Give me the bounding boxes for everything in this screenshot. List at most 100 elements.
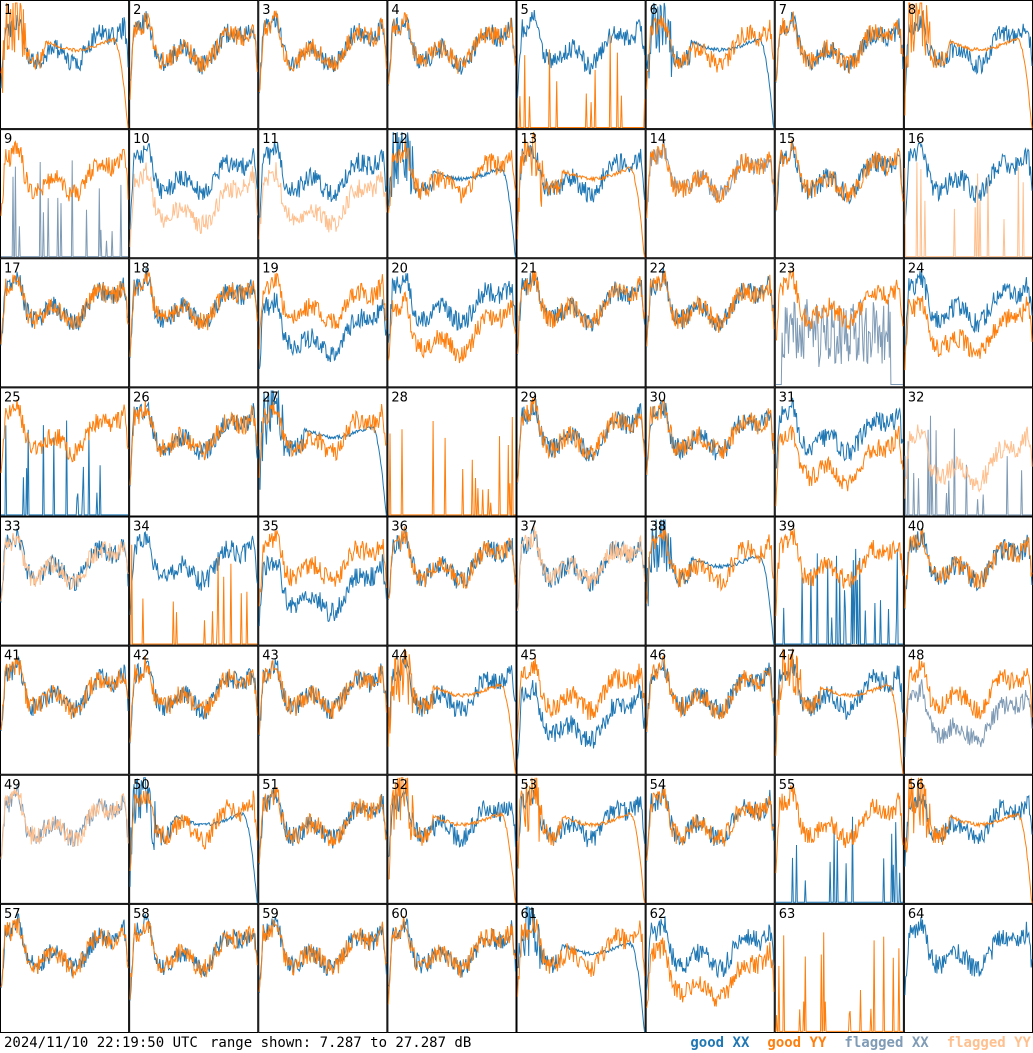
panel-8: 8 <box>903 0 1033 130</box>
panel-frame <box>129 774 259 904</box>
panel-label: 26 <box>133 390 150 405</box>
series-goodYY <box>0 399 129 473</box>
panel-frame <box>516 0 646 130</box>
panel-label: 52 <box>391 778 408 793</box>
panel-7: 7 <box>774 0 904 130</box>
panel-label: 14 <box>650 132 667 147</box>
panel-58: 58 <box>129 903 259 1033</box>
series-goodXX <box>387 786 516 858</box>
series-goodYY <box>517 131 646 258</box>
panel-label: 59 <box>262 907 279 922</box>
panel-30: 30 <box>645 387 775 517</box>
panel-37: 37 <box>516 516 646 646</box>
panel-frame <box>0 129 130 259</box>
series-goodYY <box>129 920 258 1000</box>
series-goodYY <box>388 777 516 903</box>
panel-label: 56 <box>908 778 925 793</box>
series-goodYY <box>775 424 904 507</box>
panel-label: 37 <box>521 520 538 535</box>
panel-label: 31 <box>779 390 796 405</box>
panel-29: 29 <box>516 387 646 517</box>
series-goodYY <box>646 399 775 476</box>
series-goodYY <box>129 269 258 357</box>
panel-frame <box>903 129 1033 259</box>
panel-frame <box>129 516 259 646</box>
panel-26: 26 <box>129 387 259 517</box>
series-goodXX <box>129 143 258 230</box>
series-goodYY <box>904 2 1033 129</box>
panel-label: 3 <box>262 3 270 18</box>
panel-frame <box>387 387 517 517</box>
panel-39: 39 <box>774 516 904 646</box>
series-goodYY <box>129 401 258 486</box>
series-goodYY <box>775 528 904 617</box>
panel-label: 49 <box>4 778 21 793</box>
panel-label: 15 <box>779 132 796 147</box>
series-goodXX <box>517 9 646 99</box>
panel-53: 53 <box>516 774 646 904</box>
panel-label: 43 <box>262 649 279 664</box>
panel-label: 24 <box>908 261 925 276</box>
panel-label: 45 <box>521 649 538 664</box>
panel-60: 60 <box>387 903 517 1033</box>
legend-entry-goodXX: good XX <box>690 1035 750 1051</box>
panel-56: 56 <box>903 774 1033 904</box>
series-goodYY <box>517 917 646 997</box>
panel-label: 30 <box>650 390 667 405</box>
panel-label: 29 <box>521 390 538 405</box>
series-flaggedXX <box>775 298 903 385</box>
panel-frame <box>774 903 904 1033</box>
panel-10: 10 <box>129 129 259 259</box>
series-goodYY <box>646 528 775 604</box>
panel-label: 13 <box>521 132 538 147</box>
panel-3: 3 <box>258 0 388 130</box>
panel-27: 27 <box>258 387 388 517</box>
panel-50: 50 <box>129 774 259 904</box>
legend-entry-flaggedYY: flagged YY <box>946 1035 1031 1051</box>
panel-frame <box>645 903 775 1033</box>
legend: good XX good YY flagged XX flagged YY <box>690 1035 1031 1051</box>
series-goodYY <box>0 2 129 129</box>
series-goodYY <box>258 919 387 992</box>
panel-31: 31 <box>774 387 904 517</box>
series-goodXX <box>387 655 516 729</box>
panel-43: 43 <box>258 645 388 775</box>
series-goodYY <box>904 658 1033 738</box>
panel-label: 64 <box>908 907 925 922</box>
panel-label: 53 <box>521 778 538 793</box>
series-goodYY <box>775 139 904 211</box>
panel-label: 7 <box>779 3 787 18</box>
panel-label: 19 <box>262 261 279 276</box>
panel-label: 57 <box>4 907 21 922</box>
series-goodXX <box>0 528 129 603</box>
panel-38: 38 <box>645 516 775 646</box>
series-flaggedXX <box>646 139 775 220</box>
panel-label: 22 <box>650 261 667 276</box>
series-flaggedYY <box>0 532 129 602</box>
series-goodYY <box>904 295 1033 371</box>
panel-label: 55 <box>779 778 796 793</box>
panel-frame <box>129 258 259 388</box>
series-goodXX <box>387 273 516 343</box>
series-goodYY <box>646 270 775 347</box>
series-goodYY <box>129 12 258 100</box>
series-goodXX <box>775 659 904 746</box>
panel-54: 54 <box>645 774 775 904</box>
panel-frame <box>129 0 259 130</box>
panel-59: 59 <box>258 903 388 1033</box>
panel-20: 20 <box>387 258 517 388</box>
series-goodYY <box>387 291 516 364</box>
range-text: range shown: 7.287 to 27.287 dB <box>210 1035 472 1051</box>
panel-16: 16 <box>903 129 1033 259</box>
panel-6: 6 <box>645 0 775 130</box>
panel-49: 49 <box>0 774 130 904</box>
panel-frame <box>0 258 130 388</box>
series-flaggedYY <box>904 424 1033 499</box>
panel-label: 9 <box>4 132 12 147</box>
panel-label: 58 <box>133 907 150 922</box>
panel-frame <box>258 0 388 130</box>
panel-18: 18 <box>129 258 259 388</box>
series-goodYY <box>775 932 903 1032</box>
panel-1: 1 <box>0 0 130 130</box>
panel-frame <box>258 774 388 904</box>
